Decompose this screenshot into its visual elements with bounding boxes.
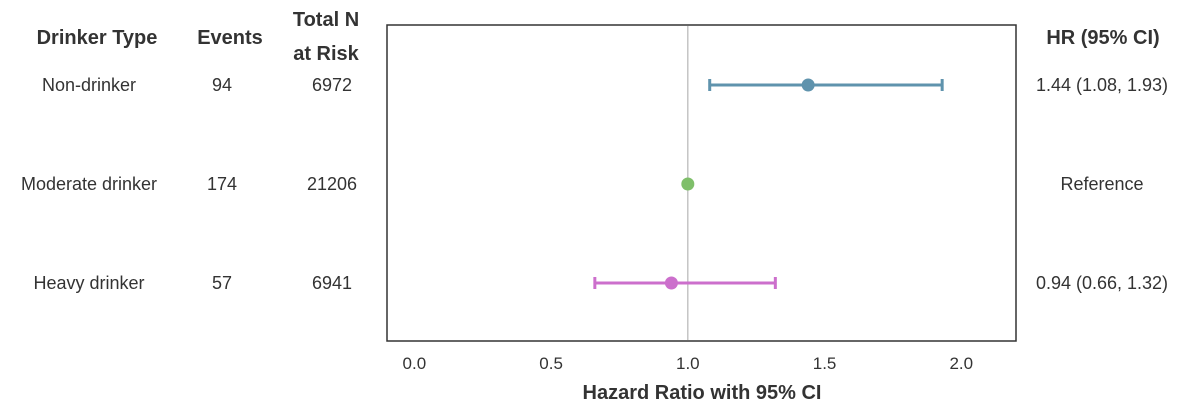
row-events: 94 xyxy=(211,75,233,95)
x-tick-label: 1.5 xyxy=(813,354,837,373)
header-drinker-type: Drinker Type xyxy=(36,27,158,49)
row-hr-text: 1.44 (1.08, 1.93) xyxy=(1035,75,1169,95)
hr-point xyxy=(801,78,815,92)
hr-point xyxy=(681,177,695,191)
row-label: Non-drinker xyxy=(41,75,137,95)
row-events: 174 xyxy=(206,174,238,194)
x-tick-label: 0.5 xyxy=(539,354,563,373)
row-hr-text: 0.94 (0.66, 1.32) xyxy=(1035,273,1169,293)
x-tick-label: 2.0 xyxy=(949,354,973,373)
x-axis-label: Hazard Ratio with 95% CI xyxy=(583,382,822,404)
hr-point xyxy=(664,276,678,290)
row-total-n: 21206 xyxy=(306,174,358,194)
row-total-n: 6941 xyxy=(311,273,353,293)
header-events: Events xyxy=(197,27,263,49)
header-total-n-line1: Total N xyxy=(292,9,360,31)
header-total-n-line2: at Risk xyxy=(293,43,359,65)
row-total-n: 6972 xyxy=(311,75,353,95)
x-tick-label: 1.0 xyxy=(676,354,700,373)
x-tick-label: 0.0 xyxy=(403,354,427,373)
header-hr-ci: HR (95% CI) xyxy=(1046,27,1160,49)
row-label: Heavy drinker xyxy=(33,273,145,293)
row-events: 57 xyxy=(211,273,233,293)
row-hr-text: Reference xyxy=(1060,174,1144,194)
plot-frame xyxy=(386,24,1017,342)
row-label: Moderate drinker xyxy=(20,174,158,194)
